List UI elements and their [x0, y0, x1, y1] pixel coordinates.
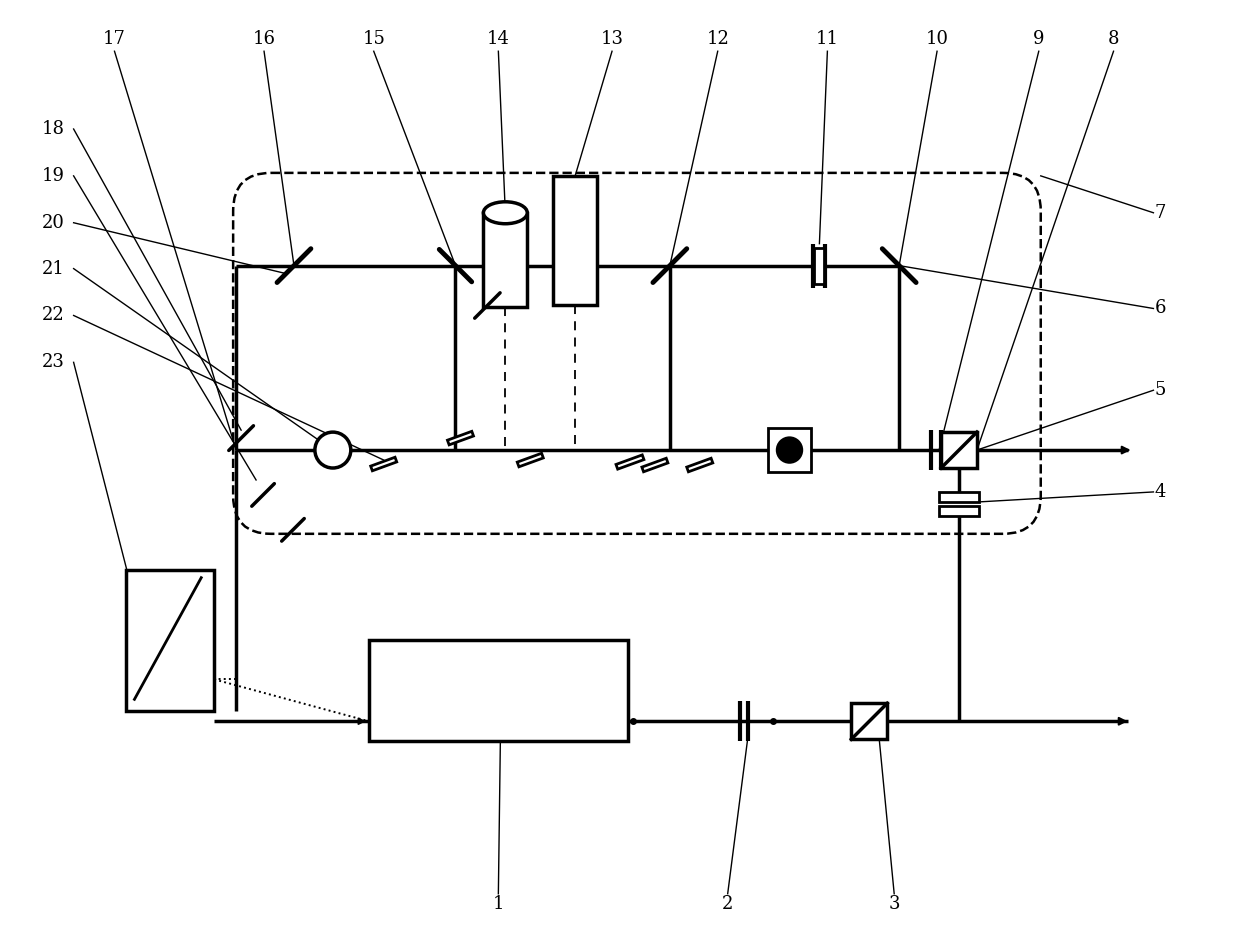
Text: 4: 4 — [1154, 483, 1166, 501]
Polygon shape — [371, 457, 397, 471]
Ellipse shape — [484, 202, 527, 224]
Bar — [852, 704, 887, 739]
Text: 17: 17 — [103, 30, 126, 48]
Text: 13: 13 — [600, 30, 624, 48]
Polygon shape — [642, 458, 668, 472]
Text: 16: 16 — [253, 30, 275, 48]
Circle shape — [315, 432, 351, 468]
Bar — [939, 492, 978, 502]
Text: 12: 12 — [707, 30, 729, 48]
Text: 1: 1 — [492, 895, 505, 913]
Text: 9: 9 — [1033, 30, 1044, 48]
Text: 11: 11 — [816, 30, 839, 48]
Text: 7: 7 — [1154, 203, 1166, 221]
Bar — [126, 570, 215, 711]
Text: 8: 8 — [1107, 30, 1120, 48]
Bar — [368, 640, 627, 741]
Polygon shape — [517, 453, 543, 467]
Text: 22: 22 — [42, 306, 64, 324]
Bar — [815, 248, 825, 284]
Bar — [939, 506, 978, 516]
Polygon shape — [616, 455, 644, 469]
Bar — [768, 428, 811, 472]
Text: 18: 18 — [42, 120, 66, 138]
Text: 15: 15 — [362, 30, 386, 48]
Text: 20: 20 — [42, 214, 66, 232]
Text: 19: 19 — [42, 167, 66, 185]
Text: 21: 21 — [42, 260, 66, 278]
Circle shape — [777, 438, 801, 462]
Polygon shape — [448, 431, 474, 445]
Bar — [553, 176, 598, 305]
Text: 2: 2 — [722, 895, 733, 913]
Polygon shape — [687, 458, 713, 472]
Text: 6: 6 — [1154, 300, 1166, 317]
Text: 14: 14 — [487, 30, 510, 48]
Text: 23: 23 — [42, 353, 66, 371]
Bar — [484, 213, 527, 307]
Text: 5: 5 — [1154, 382, 1166, 399]
Text: 3: 3 — [888, 895, 900, 913]
Bar — [941, 432, 977, 468]
Text: 10: 10 — [925, 30, 949, 48]
